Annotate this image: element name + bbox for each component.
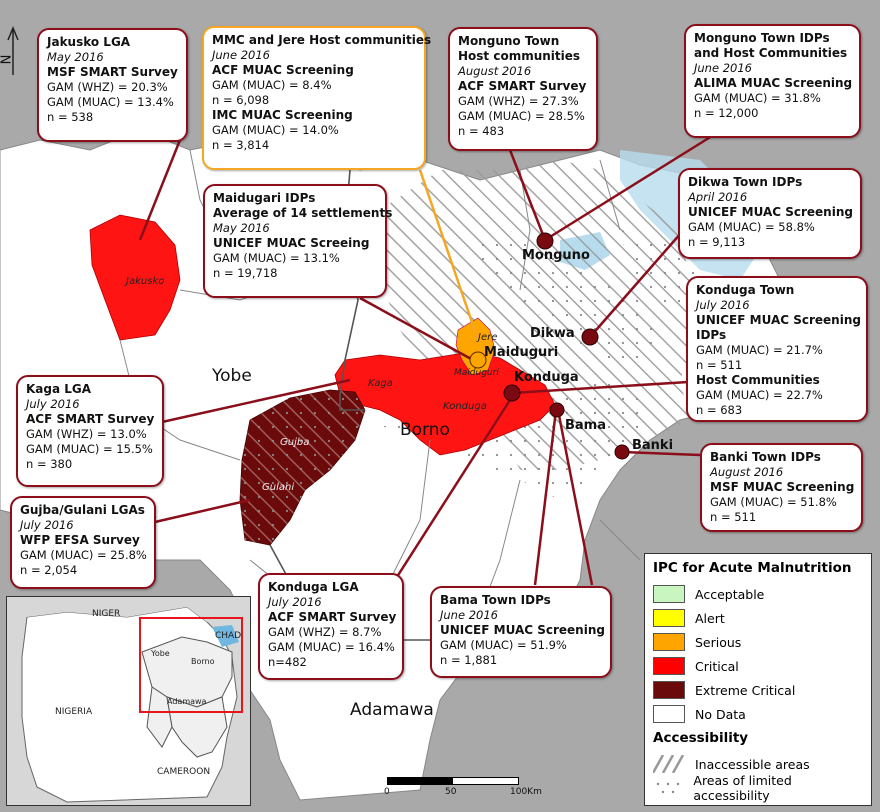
- north-label: N: [0, 54, 15, 65]
- town-label-maiduguri: Maiduguri: [484, 345, 559, 360]
- legend-item-no-data: No Data: [653, 702, 863, 726]
- legend-label: Critical: [695, 658, 739, 674]
- legend-item-serious: Serious: [653, 630, 863, 654]
- legend: IPC for Acute Malnutrition Acceptable Ale…: [644, 553, 872, 806]
- town-markers: [503, 232, 630, 460]
- scale-bar: [387, 777, 519, 785]
- inset-label-niger: NIGER: [92, 609, 121, 619]
- callout-banki: Banki Town IDPs August 2016 MSF MUAC Scr…: [700, 443, 863, 532]
- callout-maiduguri-idp: Maidugari IDPs Average of 14 settlements…: [203, 184, 392, 298]
- town-label-banki: Banki: [632, 438, 674, 453]
- legend-label: Serious: [695, 634, 742, 650]
- legend-item-extreme-critical: Extreme Critical: [653, 678, 863, 702]
- lga-label-gujba: Gujba: [280, 437, 310, 448]
- callout-konduga-lga: Konduga LGA July 2016 ACF SMART Survey G…: [258, 573, 404, 680]
- legend-item-inaccessible: Inaccessible areas: [653, 752, 863, 776]
- callout-monguno-idp: Monguno Town IDPs and Host Communities J…: [684, 24, 861, 138]
- callout-monguno-host: Monguno Town Host communities August 201…: [448, 27, 598, 151]
- lga-label-jere: Jere: [478, 332, 498, 343]
- scale-label-50: 50: [445, 787, 457, 797]
- legend-access-title: Accessibility: [653, 730, 749, 746]
- jakusko-lga: [89, 214, 181, 341]
- lga-label-jakusko: Jakusko: [126, 276, 165, 287]
- legend-label: Extreme Critical: [695, 682, 796, 698]
- legend-label: No Data: [695, 706, 746, 722]
- north-arrow-icon: [7, 26, 19, 75]
- callout-konduga-town: Konduga Town July 2016 UNICEF MUAC Scree…: [686, 276, 868, 422]
- legend-label-inaccessible: Inaccessible areas: [695, 756, 810, 772]
- legend-swatch: [653, 585, 685, 603]
- legend-item-critical: Critical: [653, 654, 863, 678]
- lga-label-kaga: Kaga: [368, 378, 393, 389]
- legend-item-acceptable: Acceptable: [653, 582, 863, 606]
- legend-swatch: [653, 705, 685, 723]
- legend-item-limited: Areas of limited accessibility: [653, 773, 863, 803]
- legend-label: Acceptable: [695, 586, 765, 602]
- inset-label-chad: CHAD: [215, 631, 242, 641]
- inset-label-adamawa: Adamawa: [167, 697, 207, 706]
- callout-gujba-gulani: Gujba/Gulani LGAs July 2016 WFP EFSA Sur…: [10, 496, 156, 589]
- limited-swatch-icon: [656, 782, 680, 794]
- legend-swatch: [653, 657, 685, 675]
- legend-swatch: [653, 609, 685, 627]
- town-label-dikwa: Dikwa: [530, 326, 575, 341]
- legend-title: IPC for Acute Malnutrition: [653, 560, 852, 576]
- region-label-yobe: Yobe: [212, 366, 252, 386]
- legend-swatch: [653, 681, 685, 699]
- inset-map-shapes: [7, 597, 250, 803]
- town-label-konduga: Konduga: [514, 370, 579, 385]
- inset-label-yobe: Yobe: [151, 649, 170, 658]
- callout-mmc-jere: MMC and Jere Host communities June 2016 …: [202, 26, 431, 170]
- legend-item-alert: Alert: [653, 606, 863, 630]
- legend-swatch: [653, 633, 685, 651]
- leader-lines: [138, 134, 713, 586]
- lga-label-gulani: Gulani: [262, 482, 295, 493]
- scale-label-100: 100Km: [510, 787, 542, 797]
- legend-label-limited: Areas of limited accessibility: [693, 773, 792, 803]
- callout-bama: Bama Town IDPs June 2016 UNICEF MUAC Scr…: [430, 586, 612, 678]
- inset-map: NIGER CHAD NIGERIA CAMEROON Yobe Borno A…: [6, 596, 251, 806]
- town-label-monguno: Monguno: [522, 248, 590, 263]
- town-label-bama: Bama: [565, 418, 606, 433]
- region-label-adamawa: Adamawa: [350, 700, 434, 720]
- scale-label-0: 0: [384, 787, 390, 797]
- lga-label-maiduguri: Maiduguri: [454, 368, 499, 378]
- callout-jakusko: Jakusko LGA May 2016 MSF SMART Survey GA…: [37, 28, 188, 142]
- lga-label-konduga: Konduga: [443, 401, 487, 412]
- inset-label-nigeria: NIGERIA: [55, 707, 93, 717]
- legend-label: Alert: [695, 610, 725, 626]
- callout-kaga: Kaga LGA July 2016 ACF SMART Survey GAM …: [16, 375, 164, 487]
- inset-label-borno: Borno: [191, 657, 215, 666]
- inaccessible-swatch-icon: [653, 755, 685, 773]
- region-label-borno: Borno: [400, 420, 450, 440]
- callout-dikwa: Dikwa Town IDPs April 2016 UNICEF MUAC S…: [678, 168, 862, 259]
- inset-label-cameroon: CAMEROON: [157, 767, 211, 777]
